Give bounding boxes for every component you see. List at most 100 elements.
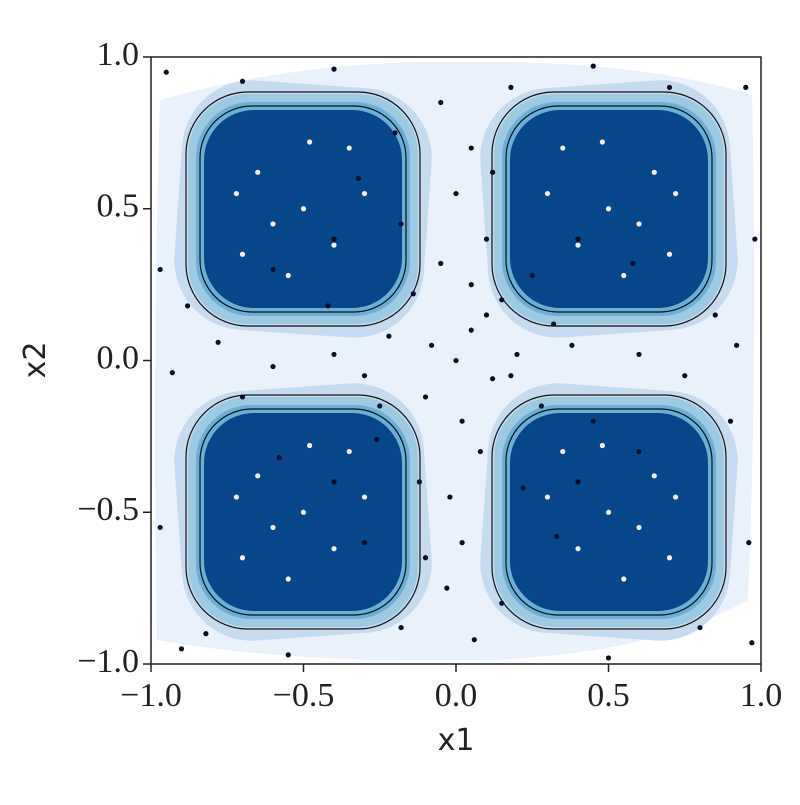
- point: [300, 509, 307, 515]
- point: [331, 66, 337, 72]
- point: [554, 533, 560, 540]
- point: [651, 169, 657, 175]
- point: [255, 169, 261, 175]
- point: [255, 473, 261, 479]
- point: [361, 190, 368, 197]
- point: [468, 327, 474, 333]
- point: [569, 342, 575, 348]
- point: [560, 448, 566, 455]
- point: [621, 272, 627, 279]
- point: [285, 652, 291, 658]
- x-tick-label: 0.0: [435, 677, 478, 714]
- point: [300, 206, 307, 212]
- point: [276, 455, 282, 461]
- point: [746, 540, 752, 546]
- point: [514, 351, 520, 358]
- point: [453, 190, 459, 197]
- point: [239, 555, 246, 561]
- point: [483, 236, 490, 242]
- x-tick-label: 0.5: [587, 677, 630, 714]
- y-tick-label: −0.5: [77, 491, 139, 528]
- point: [697, 624, 703, 631]
- point: [374, 436, 380, 443]
- point: [307, 442, 313, 449]
- point: [575, 242, 581, 248]
- point: [270, 363, 276, 370]
- point: [422, 555, 429, 561]
- point: [651, 473, 657, 479]
- point: [666, 84, 673, 90]
- point: [712, 312, 718, 318]
- point: [682, 373, 688, 379]
- point: [270, 221, 276, 227]
- point: [575, 546, 581, 552]
- point: [361, 494, 368, 500]
- point: [163, 69, 169, 75]
- x-tick-label: −1.0: [120, 677, 182, 714]
- points: [157, 63, 758, 661]
- point: [575, 236, 581, 242]
- point: [468, 282, 474, 288]
- point: [599, 442, 606, 449]
- x-tick-label: 1.0: [740, 677, 783, 714]
- point: [590, 63, 596, 69]
- point: [508, 84, 514, 90]
- point: [346, 145, 352, 151]
- decision-region: [174, 383, 432, 641]
- point: [203, 631, 209, 637]
- point: [422, 394, 429, 400]
- point: [575, 479, 581, 485]
- point: [520, 485, 526, 491]
- point: [438, 260, 444, 266]
- point: [444, 585, 450, 591]
- point: [459, 418, 465, 424]
- point: [544, 190, 551, 197]
- point: [636, 351, 642, 358]
- point: [752, 236, 758, 242]
- point: [544, 494, 551, 500]
- point: [386, 333, 392, 339]
- point: [331, 242, 337, 248]
- point: [499, 297, 505, 303]
- point: [233, 190, 239, 197]
- point: [483, 312, 490, 318]
- point: [551, 321, 557, 327]
- point: [453, 357, 459, 364]
- point: [447, 494, 453, 500]
- point: [508, 373, 514, 379]
- point: [270, 524, 276, 531]
- point: [355, 175, 361, 181]
- y-tick-label: 0.0: [97, 339, 140, 376]
- point: [630, 260, 636, 266]
- point: [331, 546, 337, 552]
- point: [438, 99, 444, 106]
- point: [471, 637, 477, 643]
- point: [239, 78, 246, 84]
- point: [169, 370, 175, 376]
- point: [285, 576, 291, 582]
- point: [673, 190, 679, 197]
- point: [734, 342, 740, 348]
- point: [325, 303, 331, 309]
- point: [233, 494, 239, 500]
- point: [157, 266, 163, 273]
- point: [215, 339, 221, 345]
- point: [727, 418, 734, 424]
- y-tick-label: 0.5: [97, 188, 140, 225]
- point: [605, 509, 612, 515]
- point: [621, 576, 627, 582]
- point: [239, 394, 246, 400]
- point: [346, 448, 352, 455]
- point: [429, 342, 435, 348]
- point: [459, 540, 465, 546]
- point: [331, 236, 337, 242]
- point: [605, 655, 612, 661]
- point: [599, 139, 606, 145]
- point: [636, 448, 642, 455]
- y-tick-label: 1.0: [97, 36, 140, 73]
- point: [666, 251, 673, 257]
- point: [605, 206, 612, 212]
- point: [285, 272, 291, 279]
- point: [270, 266, 276, 273]
